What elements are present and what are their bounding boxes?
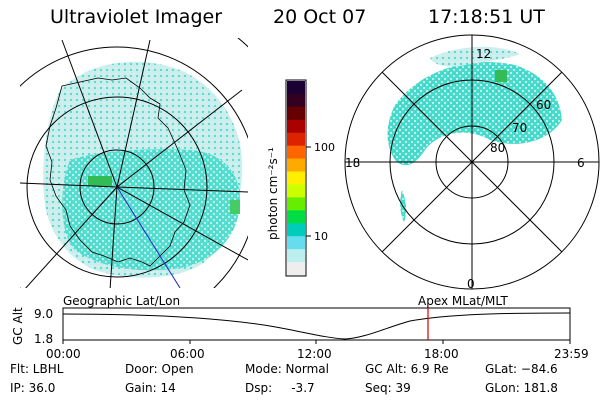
info-glat: GLat: −84.6 (485, 362, 558, 376)
altitude-xtick-0000: 00:00 (46, 347, 81, 361)
altitude-xticks (62, 340, 571, 344)
colorbar: 100 10 photon cm⁻²s⁻¹ (266, 79, 335, 277)
geo-panel-label: Geographic Lat/Lon (63, 294, 180, 308)
mlt-label-12: 12 (476, 47, 491, 61)
geo-meridians (20, 39, 248, 288)
mag-panel-label: Apex MLat/MLT (418, 294, 508, 308)
geo-lat-circle-80 (79, 149, 155, 225)
mlat-label-80: 80 (490, 141, 505, 155)
colorbar-segment (287, 249, 305, 263)
colorbar-segment (287, 223, 305, 237)
geo-lat-circle-70 (26, 96, 208, 278)
colorbar-segment (287, 106, 305, 121)
geo-aurora-region (62, 149, 240, 271)
geographic-image (20, 38, 248, 288)
geo-bright-spot-2 (230, 200, 240, 214)
colorbar-segment (287, 262, 305, 276)
altitude-xtick-0600: 06:00 (170, 347, 205, 361)
instrument-title: Ultraviolet Imager (50, 6, 223, 28)
altitude-xtick-1200: 12:00 (297, 347, 332, 361)
info-door: Door: Open (125, 362, 194, 376)
info-filter: Flt: LBHL (10, 362, 64, 376)
colorbar-segment (287, 132, 305, 147)
colorbar-unit-label: photon cm⁻²s⁻¹ (266, 147, 280, 240)
colorbar-segment (287, 158, 305, 173)
altitude-ytick-high: 9.0 (34, 307, 53, 321)
colorbar-segment (287, 93, 305, 108)
altitude-xtick-1800: 18:00 (424, 347, 459, 361)
colorbar-segment (287, 119, 305, 134)
info-glon: GLon: 181.8 (485, 381, 558, 395)
info-ip: IP: 36.0 (10, 381, 56, 395)
mlt-label-0: 0 (467, 277, 475, 291)
geo-lat-circle-60 (20, 46, 248, 288)
colorbar-segment (287, 210, 305, 224)
info-mode: Mode: Normal (245, 362, 329, 376)
colorbar-segment (287, 145, 305, 160)
altitude-xtick-2359: 23:59 (554, 347, 589, 361)
geo-coastline (45, 77, 191, 267)
info-gc-alt: GC Alt: 6.9 Re (365, 362, 449, 376)
mlat-label-60: 60 (536, 98, 551, 112)
date-label: 20 Oct 07 (273, 6, 367, 28)
colorbar-ticklabel-10: 10 (314, 230, 328, 243)
mlt-label-18: 18 (345, 156, 360, 170)
mlt-label-6: 6 (577, 156, 585, 170)
geo-terminator-line (116, 186, 181, 288)
magnetic-image: 12 0 18 6 60 70 80 (344, 34, 600, 291)
mlat-label-70: 70 (512, 121, 527, 135)
geo-bright-spot (88, 176, 112, 186)
colorbar-ticklabel-100: 100 (314, 141, 335, 154)
colorbar-segment (287, 197, 305, 211)
info-dsp: Dsp: -3.7 (245, 381, 315, 395)
colorbar-segment (287, 184, 305, 198)
altitude-ylabel: GC Alt (11, 307, 25, 345)
info-seq: Seq: 39 (365, 381, 411, 395)
altitude-plot: Geographic Lat/Lon Apex MLat/MLT GC Alt … (11, 294, 589, 361)
colorbar-segment (287, 81, 305, 95)
mag-aurora-region (387, 61, 562, 166)
mag-airglow-region (430, 46, 520, 67)
altitude-ytick-low: 1.8 (34, 332, 53, 346)
info-gain: Gain: 14 (125, 381, 176, 395)
mag-mlt-lines (345, 35, 599, 289)
colorbar-segment (287, 236, 305, 250)
colorbar-frame (285, 79, 307, 277)
altitude-curve (62, 312, 571, 340)
colorbar-segment (287, 171, 305, 185)
mag-bright-spot (495, 70, 507, 82)
time-label: 17:18:51 UT (428, 6, 545, 28)
